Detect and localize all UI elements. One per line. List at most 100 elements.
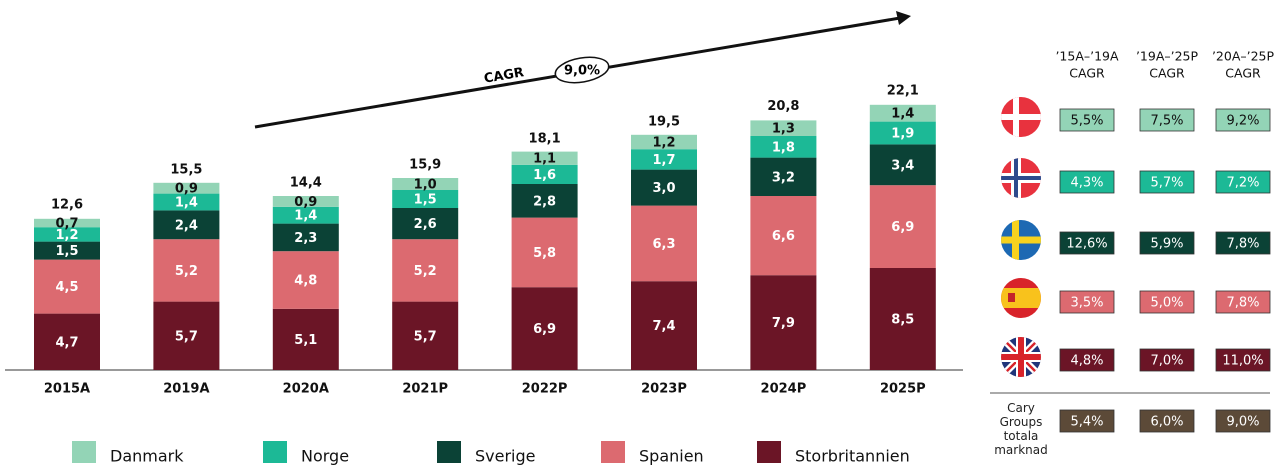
flag-es <box>1001 278 1041 318</box>
arrow-head <box>896 11 911 25</box>
bar-segment <box>392 208 459 240</box>
bar-segment <box>392 190 459 208</box>
x-tick-label: 2020A <box>283 382 329 397</box>
legend-label: Norge <box>301 447 349 466</box>
table-cell <box>1139 348 1195 372</box>
table-value: 7,0% <box>1150 354 1183 369</box>
value-label: 2,8 <box>533 194 556 209</box>
total-label: 14,4 <box>290 176 322 191</box>
table-value: 9,0% <box>1226 415 1259 430</box>
table-value: 5,9% <box>1150 237 1183 252</box>
value-label: 1,5 <box>414 193 437 208</box>
legend-label: Sverige <box>475 447 536 466</box>
table-cell <box>1059 409 1115 433</box>
bar-segment <box>869 104 936 122</box>
x-tick-label: 2024P <box>761 382 807 397</box>
table-value: 7,8% <box>1226 296 1259 311</box>
total-label: 15,9 <box>409 158 441 173</box>
legend-swatch <box>601 441 625 463</box>
value-label: 0,9 <box>175 182 198 197</box>
bar-segment <box>631 134 697 150</box>
value-label: 5,8 <box>533 246 556 261</box>
table-cell <box>1215 348 1271 372</box>
bar-segment <box>34 227 100 242</box>
value-label: 1,4 <box>891 107 914 122</box>
table-value: 7,5% <box>1150 114 1183 129</box>
value-label: 1,2 <box>55 228 78 243</box>
value-label: 6,3 <box>652 237 675 252</box>
table-header: CAGR <box>1225 66 1261 81</box>
table-value: 5,5% <box>1070 114 1103 129</box>
flag-dk <box>1001 97 1041 137</box>
bar-segment <box>511 151 578 165</box>
table-header: ’15A–’19A <box>1055 49 1119 64</box>
annotation-ellipse <box>554 56 610 84</box>
bar-segment <box>631 169 697 206</box>
table-cell <box>1059 170 1115 194</box>
table-value: 11,0% <box>1222 354 1263 369</box>
table-value: 6,0% <box>1150 415 1183 430</box>
table-cell <box>1059 108 1115 132</box>
bar-segment <box>750 136 817 158</box>
table-cell <box>1215 231 1271 255</box>
value-label: 5,1 <box>294 333 317 348</box>
bar-segment <box>869 268 936 370</box>
value-label: 2,6 <box>414 217 437 232</box>
x-tick-label: 2022P <box>522 382 568 397</box>
x-tick-label: 2023P <box>641 382 687 397</box>
value-label: 0,9 <box>294 195 317 210</box>
table-cell <box>1059 290 1115 314</box>
value-label: 5,7 <box>175 329 198 344</box>
x-tick-label: 2021P <box>402 382 448 397</box>
bar-segment <box>750 120 817 136</box>
flag-se <box>1001 220 1041 260</box>
value-label: 6,6 <box>772 229 795 244</box>
x-tick-label: 2015A <box>44 382 90 397</box>
legend-label: Storbritannien <box>795 447 910 466</box>
bar-segment <box>869 144 936 186</box>
bar-segment <box>153 210 220 240</box>
value-label: 5,7 <box>414 329 437 344</box>
flag-uk <box>1001 337 1041 377</box>
value-label: 7,4 <box>652 319 675 334</box>
bar-segment <box>511 217 578 288</box>
table-header: ’19A–’25P <box>1136 49 1199 64</box>
bar-segment <box>153 193 220 211</box>
total-label: 22,1 <box>887 83 919 98</box>
bar-segment <box>34 241 100 260</box>
table-row-label: Cary Groups totala marknad <box>994 401 1048 457</box>
bar-segment <box>272 251 339 309</box>
value-label: 4,7 <box>55 335 78 350</box>
table-cell <box>1059 231 1115 255</box>
table-value: 4,8% <box>1070 354 1103 369</box>
flag-no <box>1001 158 1041 198</box>
table-cell <box>1139 170 1195 194</box>
value-label: 1,6 <box>533 168 556 183</box>
bar-segment <box>272 196 339 207</box>
bar-segment <box>34 313 100 370</box>
value-label: 1,8 <box>772 140 795 155</box>
total-label: 12,6 <box>51 197 83 212</box>
bar-segment <box>272 223 339 252</box>
value-label: 7,9 <box>772 316 795 331</box>
table-value: 5,7% <box>1150 176 1183 191</box>
table-header: CAGR <box>1149 66 1185 81</box>
bar-segment <box>511 184 578 218</box>
bar-segment <box>153 182 220 194</box>
bar-segment <box>153 239 220 302</box>
value-label: 2,3 <box>294 231 317 246</box>
total-label: 15,5 <box>170 163 202 178</box>
table-cell <box>1215 290 1271 314</box>
bar-segment <box>34 218 100 228</box>
table-value: 5,4% <box>1070 415 1103 430</box>
table-cell <box>1139 409 1195 433</box>
legend-swatch <box>757 441 781 463</box>
table-cell <box>1215 108 1271 132</box>
table-cell <box>1215 409 1271 433</box>
bar-segment <box>750 196 817 276</box>
table-header: ’20A–’25P <box>1212 49 1275 64</box>
table-value: 7,2% <box>1226 176 1259 191</box>
table-value: 3,5% <box>1070 296 1103 311</box>
value-label: 1,9 <box>891 127 914 142</box>
